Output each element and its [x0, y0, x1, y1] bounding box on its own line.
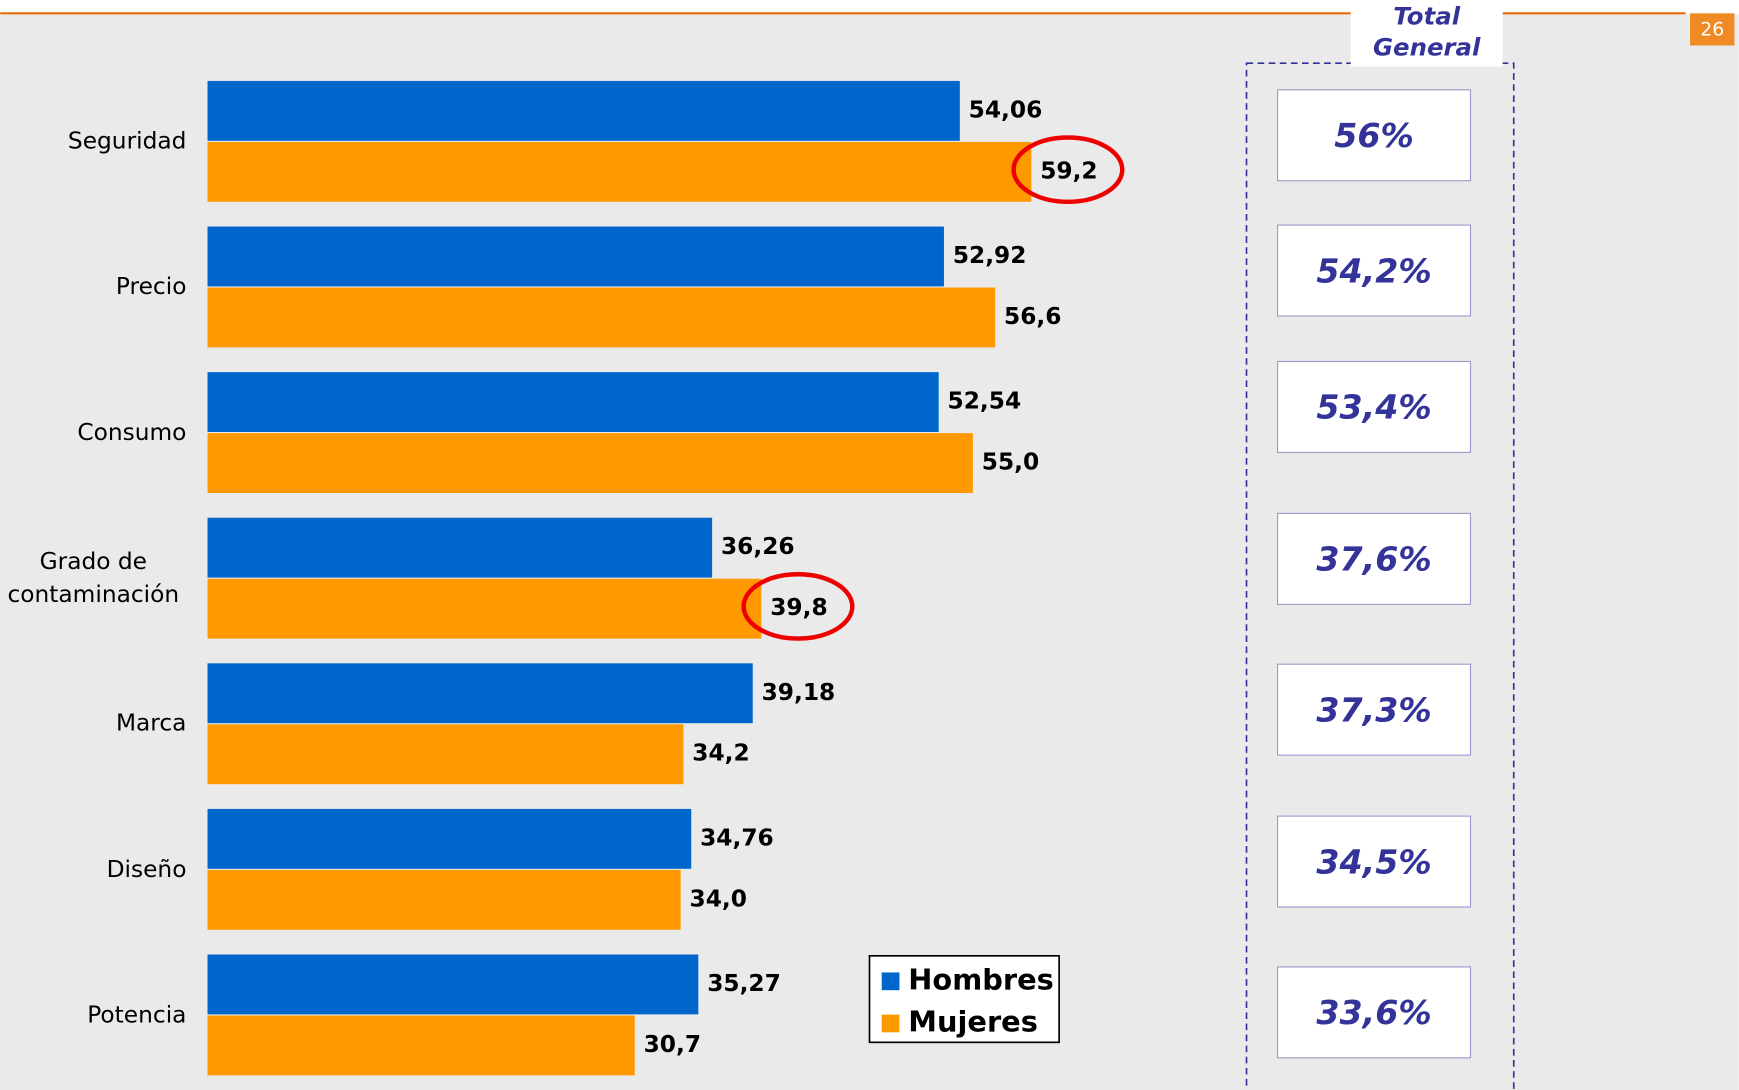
category-text: Potencia — [87, 1001, 187, 1028]
category-label: Seguridad — [67, 127, 187, 155]
total-label: 37,6% — [1316, 540, 1431, 579]
category-label: Potencia — [87, 1001, 187, 1028]
value-label: 52,54 — [948, 388, 1022, 415]
bar — [207, 141, 1032, 202]
bar — [207, 517, 713, 578]
value-label: 54,06 — [969, 96, 1043, 123]
value-label: 39,18 — [762, 679, 836, 706]
bar — [207, 663, 753, 724]
legend-label: Mujeres — [908, 1004, 1038, 1038]
legend-label: Hombres — [908, 962, 1054, 996]
bar — [207, 724, 684, 785]
bar — [207, 808, 692, 869]
value-label: 34,0 — [690, 885, 747, 912]
value-label: 55,0 — [982, 449, 1039, 476]
total-box — [1277, 815, 1472, 908]
value-label: 59,2 — [1040, 157, 1097, 184]
category-text: Precio — [115, 273, 187, 300]
legend-swatch — [881, 972, 900, 991]
value-label: 34,76 — [700, 824, 774, 851]
total-box — [1277, 224, 1472, 317]
highlight — [1011, 135, 1125, 205]
legend-swatch — [881, 1014, 900, 1033]
category-label: Marca — [115, 709, 187, 737]
value-label: 30,7 — [644, 1031, 701, 1058]
total-label: 53,4% — [1316, 388, 1431, 427]
category-label: Consumo — [77, 418, 187, 446]
category-text: Diseño — [106, 855, 187, 883]
total-header: Total General — [1373, 3, 1481, 63]
page-number: 26 — [1700, 19, 1724, 40]
total-box — [1277, 663, 1472, 756]
page-number-box — [1690, 13, 1735, 46]
value-label: 34,2 — [692, 740, 749, 767]
bar — [207, 869, 681, 930]
value-label: 35,27 — [707, 970, 781, 997]
total-header-text: Total General — [1373, 3, 1481, 63]
bar — [207, 80, 960, 141]
bar — [207, 372, 939, 433]
total-label: 56% — [1334, 116, 1414, 155]
category-label: Grado de contaminación — [7, 547, 180, 608]
value-label: 52,92 — [953, 242, 1027, 269]
total-box — [1277, 966, 1472, 1059]
total-label: 34,5% — [1316, 842, 1431, 881]
value-label: 39,8 — [770, 594, 827, 621]
bar — [207, 1015, 635, 1076]
total-box — [1277, 89, 1472, 182]
total-box — [1277, 512, 1472, 605]
bar — [207, 954, 699, 1015]
total-label: 37,3% — [1316, 690, 1431, 729]
total-box — [1277, 360, 1472, 453]
bar — [207, 226, 944, 287]
category-text: Consumo — [77, 418, 187, 446]
category-label: Precio — [115, 273, 187, 300]
category-text: Marca — [115, 709, 187, 737]
category-text: Seguridad — [67, 127, 187, 155]
value-label: 36,26 — [721, 533, 795, 560]
value-label: 56,6 — [1004, 303, 1061, 330]
legend — [868, 954, 1060, 1044]
total-label: 54,2% — [1316, 251, 1431, 290]
bar — [207, 433, 973, 493]
total-header-box — [1350, 0, 1503, 67]
bar — [207, 578, 762, 639]
category-text: Grado de contaminación — [7, 547, 180, 608]
highlight — [741, 572, 855, 641]
total-label: 33,6% — [1316, 993, 1431, 1032]
category-label: Diseño — [106, 855, 187, 883]
bar — [207, 287, 996, 348]
